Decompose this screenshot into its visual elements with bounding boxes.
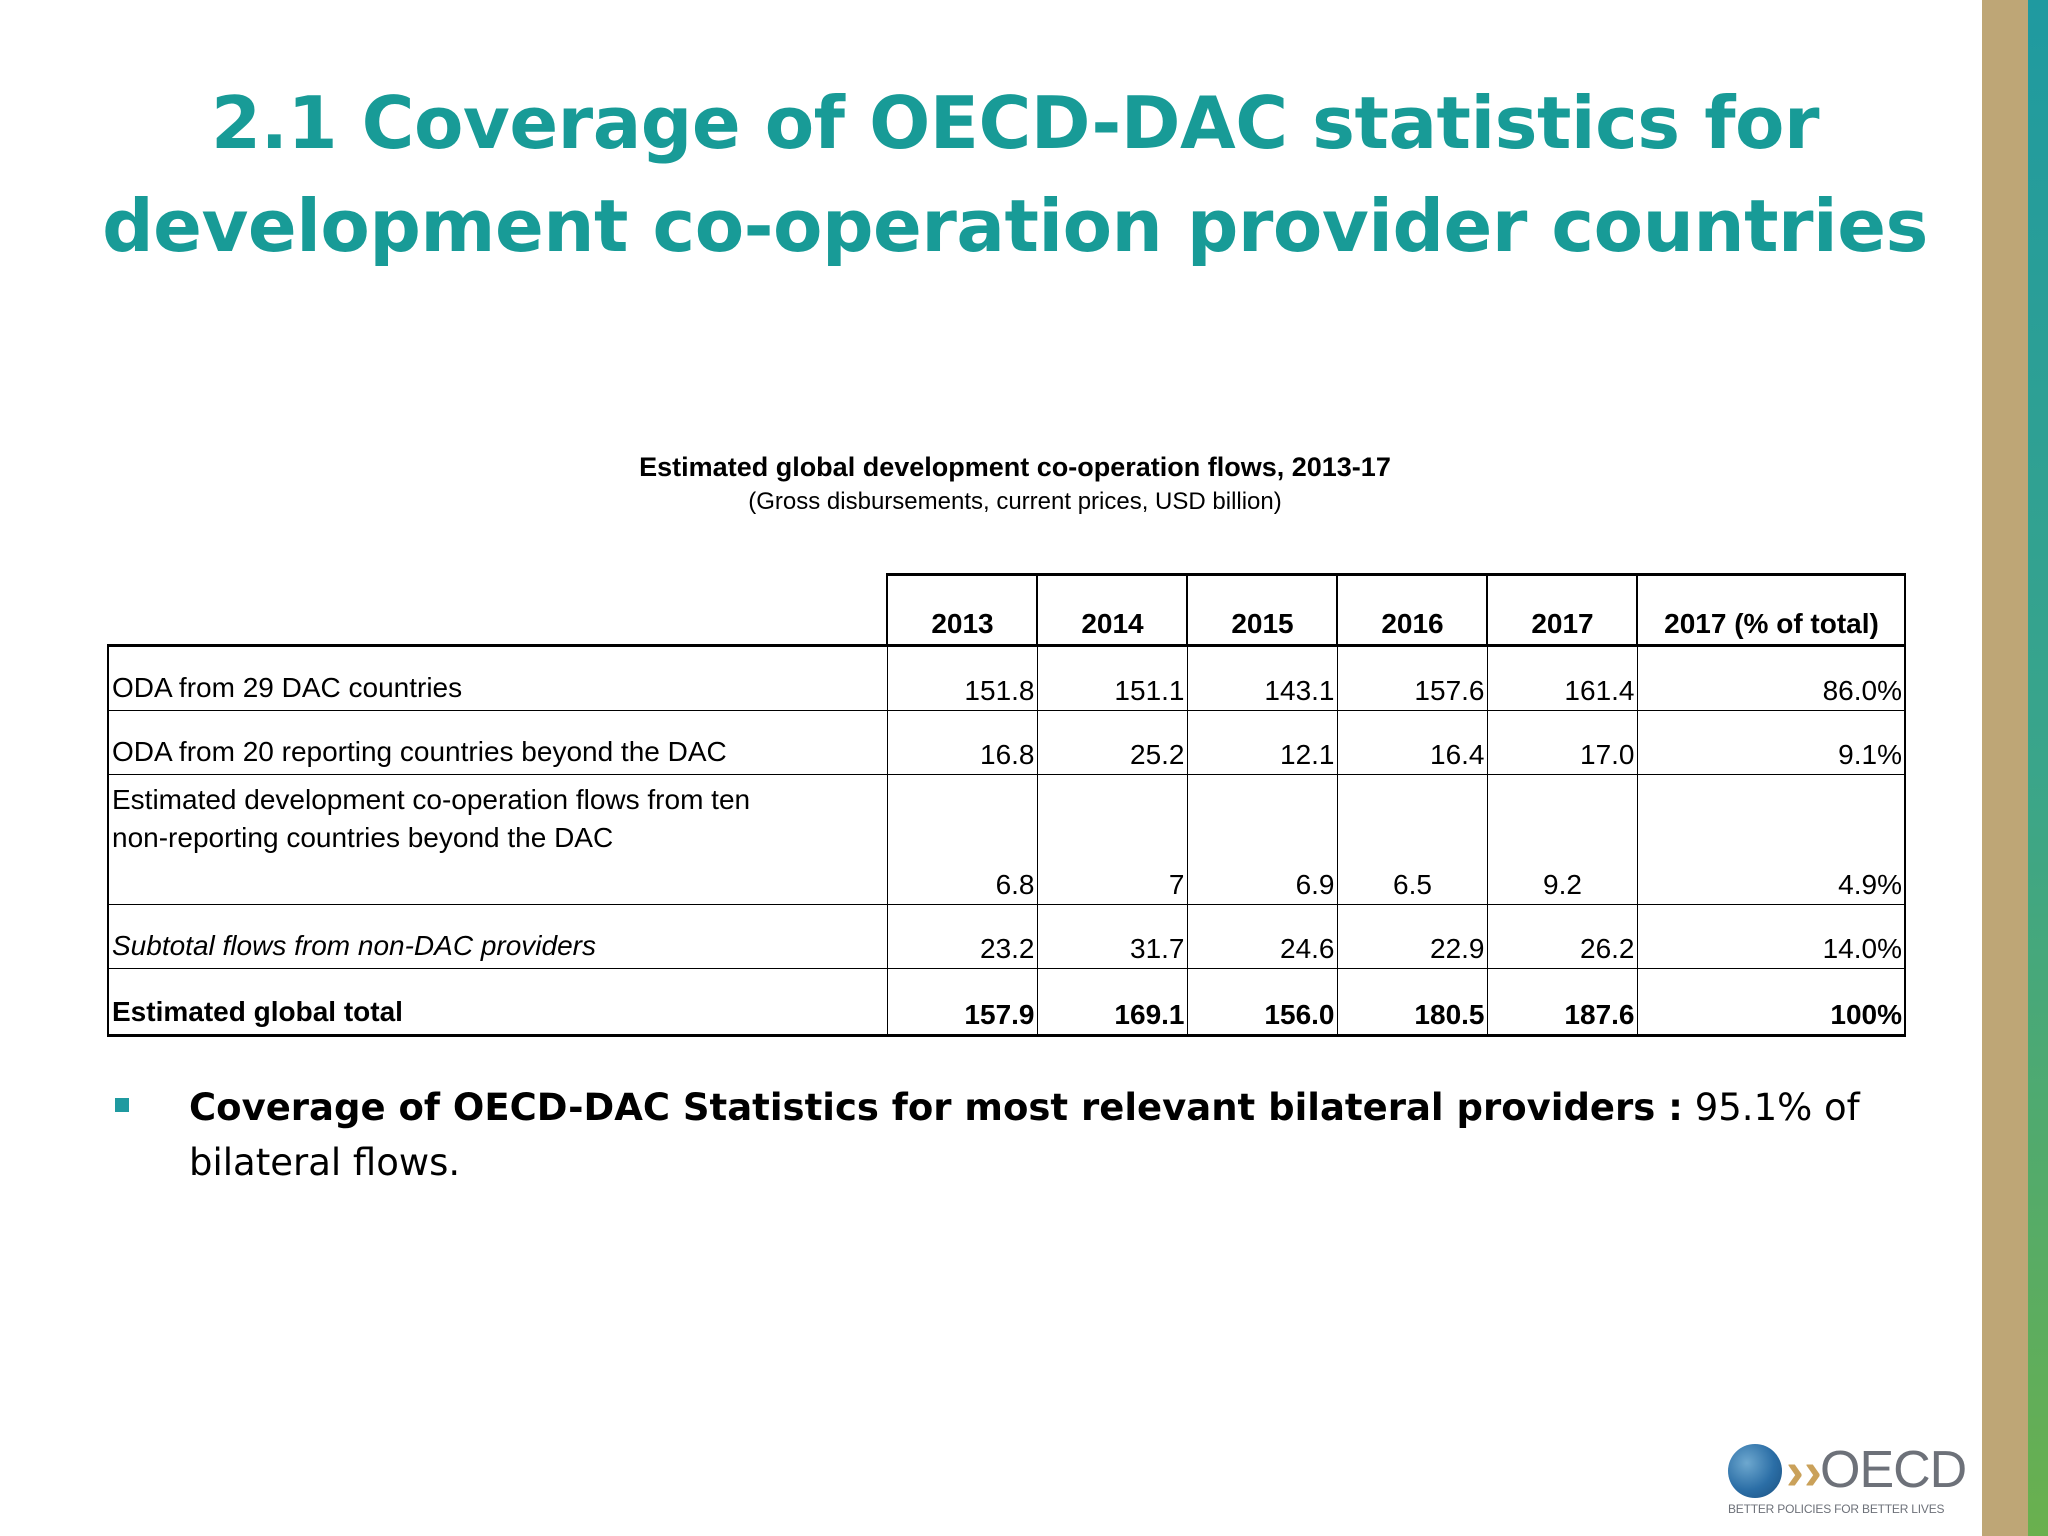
table-header-row: 2013 2014 2015 2016 2017 2017 (% of tota… — [108, 573, 1906, 646]
logo-wordmark: OECD — [1820, 1441, 1967, 1499]
side-bar-gold — [1982, 0, 2028, 1536]
cell-2013: 151.8 — [886, 644, 1038, 711]
bullet-text: Coverage of OECD-DAC Statistics for most… — [189, 1080, 1889, 1190]
table-row-reporting-beyond-dac: ODA from 20 reporting countries beyond t… — [107, 710, 1906, 775]
table-subtitle: (Gross disbursements, current prices, US… — [748, 488, 1282, 515]
row-label: Estimated development co-operation flows… — [107, 774, 888, 905]
cell-2017-pct: 4.9% — [1636, 774, 1906, 905]
header-2015: 2015 — [1186, 573, 1338, 646]
cell-2013: 23.2 — [886, 904, 1038, 969]
table-row-non-reporting: Estimated development co-operation flows… — [107, 774, 1906, 905]
cell-2014: 7 — [1036, 774, 1188, 905]
cell-2017-pct: 86.0% — [1636, 644, 1906, 711]
oecd-globe-icon — [1728, 1444, 1782, 1498]
row-label-line-1: Estimated development co-operation flows… — [112, 784, 751, 815]
bullet-plain-text: 95.1% of bilateral flows. — [189, 1086, 1860, 1184]
cell-2016: 157.6 — [1336, 644, 1488, 711]
cell-2014: 25.2 — [1036, 710, 1188, 775]
logo-tagline: BETTER POLICIES FOR BETTER LIVES — [1728, 1502, 1945, 1516]
cell-2014: 169.1 — [1036, 968, 1188, 1037]
header-blank-cell — [108, 575, 887, 646]
cell-2017: 187.6 — [1486, 968, 1638, 1037]
cell-2016: 6.5 — [1336, 774, 1488, 905]
cell-2017: 9.2 — [1486, 774, 1638, 905]
header-2017-pct: 2017 (% of total) — [1636, 573, 1906, 646]
cell-2017: 161.4 — [1486, 644, 1638, 711]
table-row-subtotal: Subtotal flows from non-DAC providers 23… — [107, 904, 1906, 969]
cell-2015: 24.6 — [1186, 904, 1338, 969]
cell-2013: 157.9 — [886, 968, 1038, 1037]
header-2016: 2016 — [1336, 573, 1488, 646]
cell-2013: 6.8 — [886, 774, 1038, 905]
logo-chevrons: ›› — [1786, 1441, 1822, 1501]
cell-2015: 6.9 — [1186, 774, 1338, 905]
flows-table: 2013 2014 2015 2016 2017 2017 (% of tota… — [107, 573, 1906, 1037]
cell-2017-pct: 100% — [1636, 968, 1906, 1037]
cell-2015: 143.1 — [1186, 644, 1338, 711]
slide-title: 2.1 Coverage of OECD-DAC statistics for … — [0, 72, 2030, 278]
side-bar-teal — [2028, 0, 2048, 1536]
row-label: ODA from 29 DAC countries — [107, 644, 888, 711]
header-2017: 2017 — [1486, 573, 1638, 646]
cell-2016: 16.4 — [1336, 710, 1488, 775]
cell-2015: 156.0 — [1186, 968, 1338, 1037]
header-2013: 2013 — [886, 573, 1038, 646]
slide-title-line-2: development co-operation provider countr… — [102, 184, 1928, 268]
table-row-dac: ODA from 29 DAC countries 151.8 151.1 14… — [107, 644, 1906, 711]
cell-2017-pct: 14.0% — [1636, 904, 1906, 969]
header-2014: 2014 — [1036, 573, 1188, 646]
table-title: Estimated global development co-operatio… — [639, 452, 1391, 482]
cell-2014: 151.1 — [1036, 644, 1188, 711]
cell-2017-pct: 9.1% — [1636, 710, 1906, 775]
row-label: Estimated global total — [107, 968, 888, 1037]
cell-2016: 22.9 — [1336, 904, 1488, 969]
slide-title-line-1: 2.1 Coverage of OECD-DAC statistics for — [211, 81, 1820, 165]
row-label: ODA from 20 reporting countries beyond t… — [107, 710, 888, 775]
cell-2017: 17.0 — [1486, 710, 1638, 775]
cell-2014: 31.7 — [1036, 904, 1188, 969]
cell-2015: 12.1 — [1186, 710, 1338, 775]
table-row-global-total: Estimated global total 157.9 169.1 156.0… — [107, 968, 1906, 1037]
cell-2013: 16.8 — [886, 710, 1038, 775]
cell-2017: 26.2 — [1486, 904, 1638, 969]
bullet-bold-text: Coverage of OECD-DAC Statistics for most… — [189, 1086, 1683, 1129]
bullet-square-icon — [115, 1098, 129, 1112]
oecd-logo: ›› OECD BETTER POLICIES FOR BETTER LIVES — [1726, 1440, 1967, 1518]
row-label: Subtotal flows from non-DAC providers — [107, 904, 888, 969]
cell-2016: 180.5 — [1336, 968, 1488, 1037]
row-label-line-2: non-reporting countries beyond the DAC — [112, 822, 614, 853]
